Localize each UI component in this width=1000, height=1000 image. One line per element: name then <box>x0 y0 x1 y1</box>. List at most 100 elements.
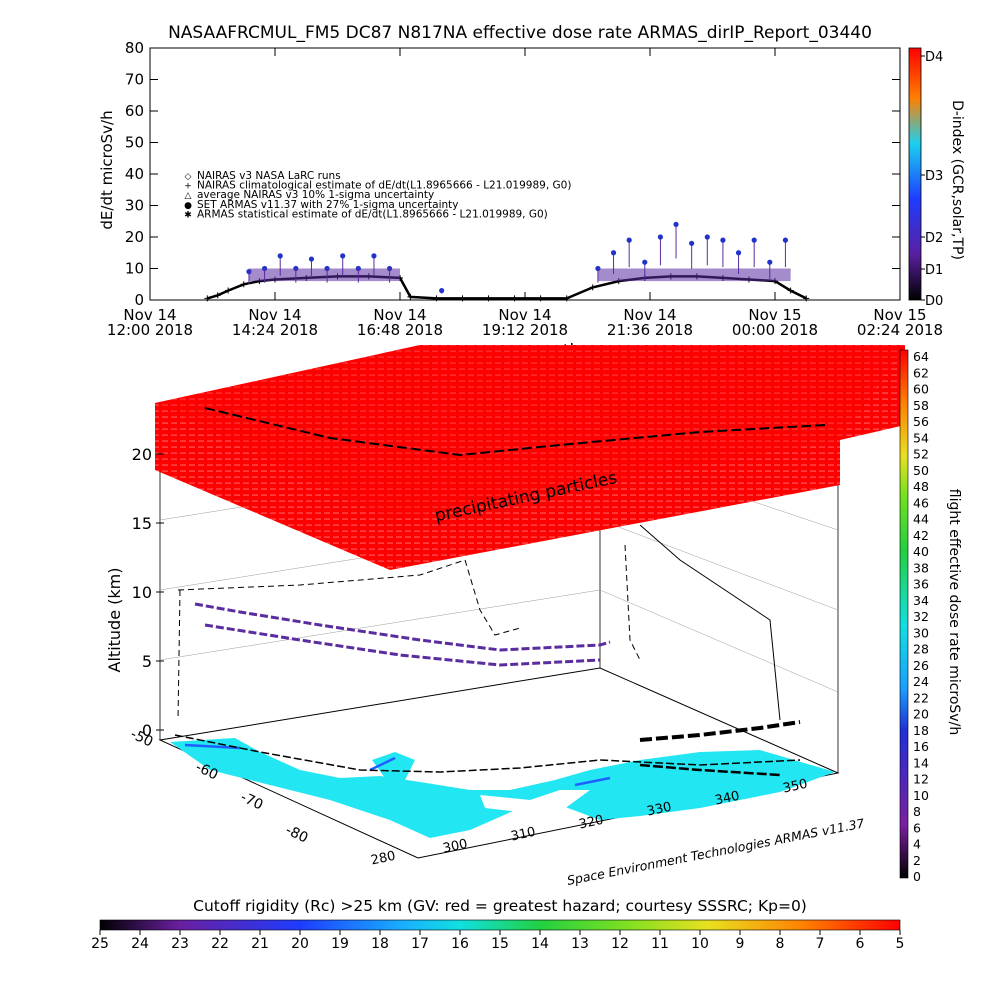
nairas-point <box>787 287 794 294</box>
track-right-descent <box>639 524 781 721</box>
dose-tick-label: 4 <box>913 837 921 852</box>
x-tick-time: 00:00 2018 <box>732 321 818 339</box>
legend-entry: NAIRAS v3 NASA LaRC runs <box>197 170 341 182</box>
ground-shadow-track <box>174 734 801 773</box>
d-tick-label: D1 <box>925 263 943 278</box>
y-tick-label: 10 <box>125 260 144 278</box>
d-index-ticks: D0 D1 D2 D3 D4 <box>921 50 943 309</box>
dose-tick-label: 48 <box>913 479 929 494</box>
legend-symbol: + <box>184 182 192 192</box>
legend-symbol: △ <box>185 191 192 201</box>
x-tick-date: Nov 14 <box>248 306 301 324</box>
track-right-dashed <box>624 544 641 661</box>
ground-shadow-track-2 <box>639 763 781 777</box>
top-y-axis: 0 10 20 30 40 50 60 70 80 <box>125 39 900 309</box>
rc-tick-label: 25 <box>91 936 109 952</box>
dose-tick-label: 0 <box>913 869 921 884</box>
legend-entry: ARMAS statistical estimate of dE/dt(L1.8… <box>197 208 548 220</box>
longitude-axis: 280 300 310 320 330 340 350 <box>370 777 809 869</box>
rc-tick-label: 22 <box>211 936 229 952</box>
armas-point <box>689 240 695 246</box>
legend-entry: SET ARMAS v11.37 with 27% 1-sigma uncert… <box>197 199 459 211</box>
dose-tick-label: 8 <box>913 804 921 819</box>
lon-tick-label: 330 <box>646 800 673 820</box>
legend-symbol: ◇ <box>185 172 192 182</box>
lon-tick-label: 280 <box>370 849 397 869</box>
rc-tick-label: 5 <box>896 936 905 952</box>
dose-tick-label: 16 <box>913 739 929 754</box>
dose-tick-label: 30 <box>913 625 929 640</box>
nairas-point <box>407 293 414 300</box>
armas-band <box>597 268 791 282</box>
x-tick-time: 21:36 2018 <box>607 321 693 339</box>
dose-tick-label: 14 <box>913 755 929 770</box>
y-tick-label: 60 <box>125 102 144 120</box>
top-legend: ◇ NAIRAS v3 NASA LaRC runs + NAIRAS climato… <box>184 170 571 220</box>
dose-tick-label: 28 <box>913 642 929 657</box>
lon-tick-label: 350 <box>782 777 809 797</box>
rc-tick-label: 6 <box>856 936 865 952</box>
armas-point <box>704 234 710 240</box>
rc-tick-label: 18 <box>371 936 389 952</box>
rc-tick-label: 24 <box>131 936 149 952</box>
dose-tick-label: 40 <box>913 544 929 559</box>
nairas-point <box>240 281 247 288</box>
rc-tick-label: 15 <box>491 936 509 952</box>
rc-tick-label: 21 <box>251 936 269 952</box>
x-tick-date: Nov 15 <box>748 306 801 324</box>
track-mid-purple <box>194 602 611 652</box>
d-tick-label: D3 <box>925 169 943 184</box>
armas-point <box>308 256 315 262</box>
y-tick-label: 0 <box>134 291 144 309</box>
lat-tick-label: -80 <box>283 822 310 846</box>
armas-point <box>371 253 377 259</box>
rc-tick-label: 12 <box>611 936 629 952</box>
rc-tick-label: 20 <box>291 936 309 952</box>
x-tick-time: 19:12 2018 <box>482 321 568 339</box>
top-y-axis-label: dE/dt microSv/h <box>98 110 116 229</box>
rc-tick-label: 13 <box>571 936 589 952</box>
armas-point <box>751 237 757 243</box>
rc-tick-label: 17 <box>411 936 429 952</box>
armas-point <box>657 234 664 240</box>
x-tick-time: 12:00 2018 <box>107 321 193 339</box>
dose-tick-label: 26 <box>913 658 929 673</box>
nairas-point <box>803 295 810 302</box>
nairas-point <box>204 295 211 302</box>
armas-point <box>720 237 726 243</box>
track-dashed-climb <box>177 559 521 636</box>
x-tick-time: 14:24 2018 <box>232 321 318 339</box>
track-vertical-left <box>177 589 181 721</box>
peninsula-islands <box>372 752 415 780</box>
nairas-point <box>563 295 570 302</box>
z-tick-label: 15 <box>132 514 152 533</box>
y-tick-label: 70 <box>125 71 144 89</box>
y-tick-label: 20 <box>125 228 144 246</box>
armas-point <box>673 221 679 227</box>
d-index-colorbar <box>908 47 922 301</box>
legend-symbol: ● <box>184 201 192 211</box>
z-tick-label: 5 <box>142 652 152 671</box>
dose-tick-label: 44 <box>913 512 929 527</box>
rc-tick-label: 16 <box>451 936 469 952</box>
track-low-black <box>639 720 801 742</box>
rc-tick-label: 19 <box>331 936 349 952</box>
nairas-point <box>485 295 492 302</box>
rc-tick-label: 10 <box>691 936 709 952</box>
dose-tick-label: 38 <box>913 560 929 575</box>
armas-point <box>626 237 632 243</box>
dose-tick-label: 62 <box>913 365 929 380</box>
z-tick-label: 20 <box>132 445 152 464</box>
z-tick-label: 10 <box>132 583 152 602</box>
nairas-point <box>589 284 596 291</box>
altitude-axis: 0 5 10 15 20 <box>132 445 164 740</box>
lon-tick-label: 300 <box>442 837 469 857</box>
legend-symbol: ✱ <box>184 210 192 220</box>
lon-tick-label: 310 <box>510 825 537 845</box>
rc-tick-label: 11 <box>651 936 669 952</box>
dose-tick-label: 24 <box>913 674 929 689</box>
dose-tick-label: 2 <box>913 853 921 868</box>
dose-rate-ticks: 0246810121416182022242628303234363840424… <box>913 349 929 884</box>
armas-point <box>277 253 283 259</box>
